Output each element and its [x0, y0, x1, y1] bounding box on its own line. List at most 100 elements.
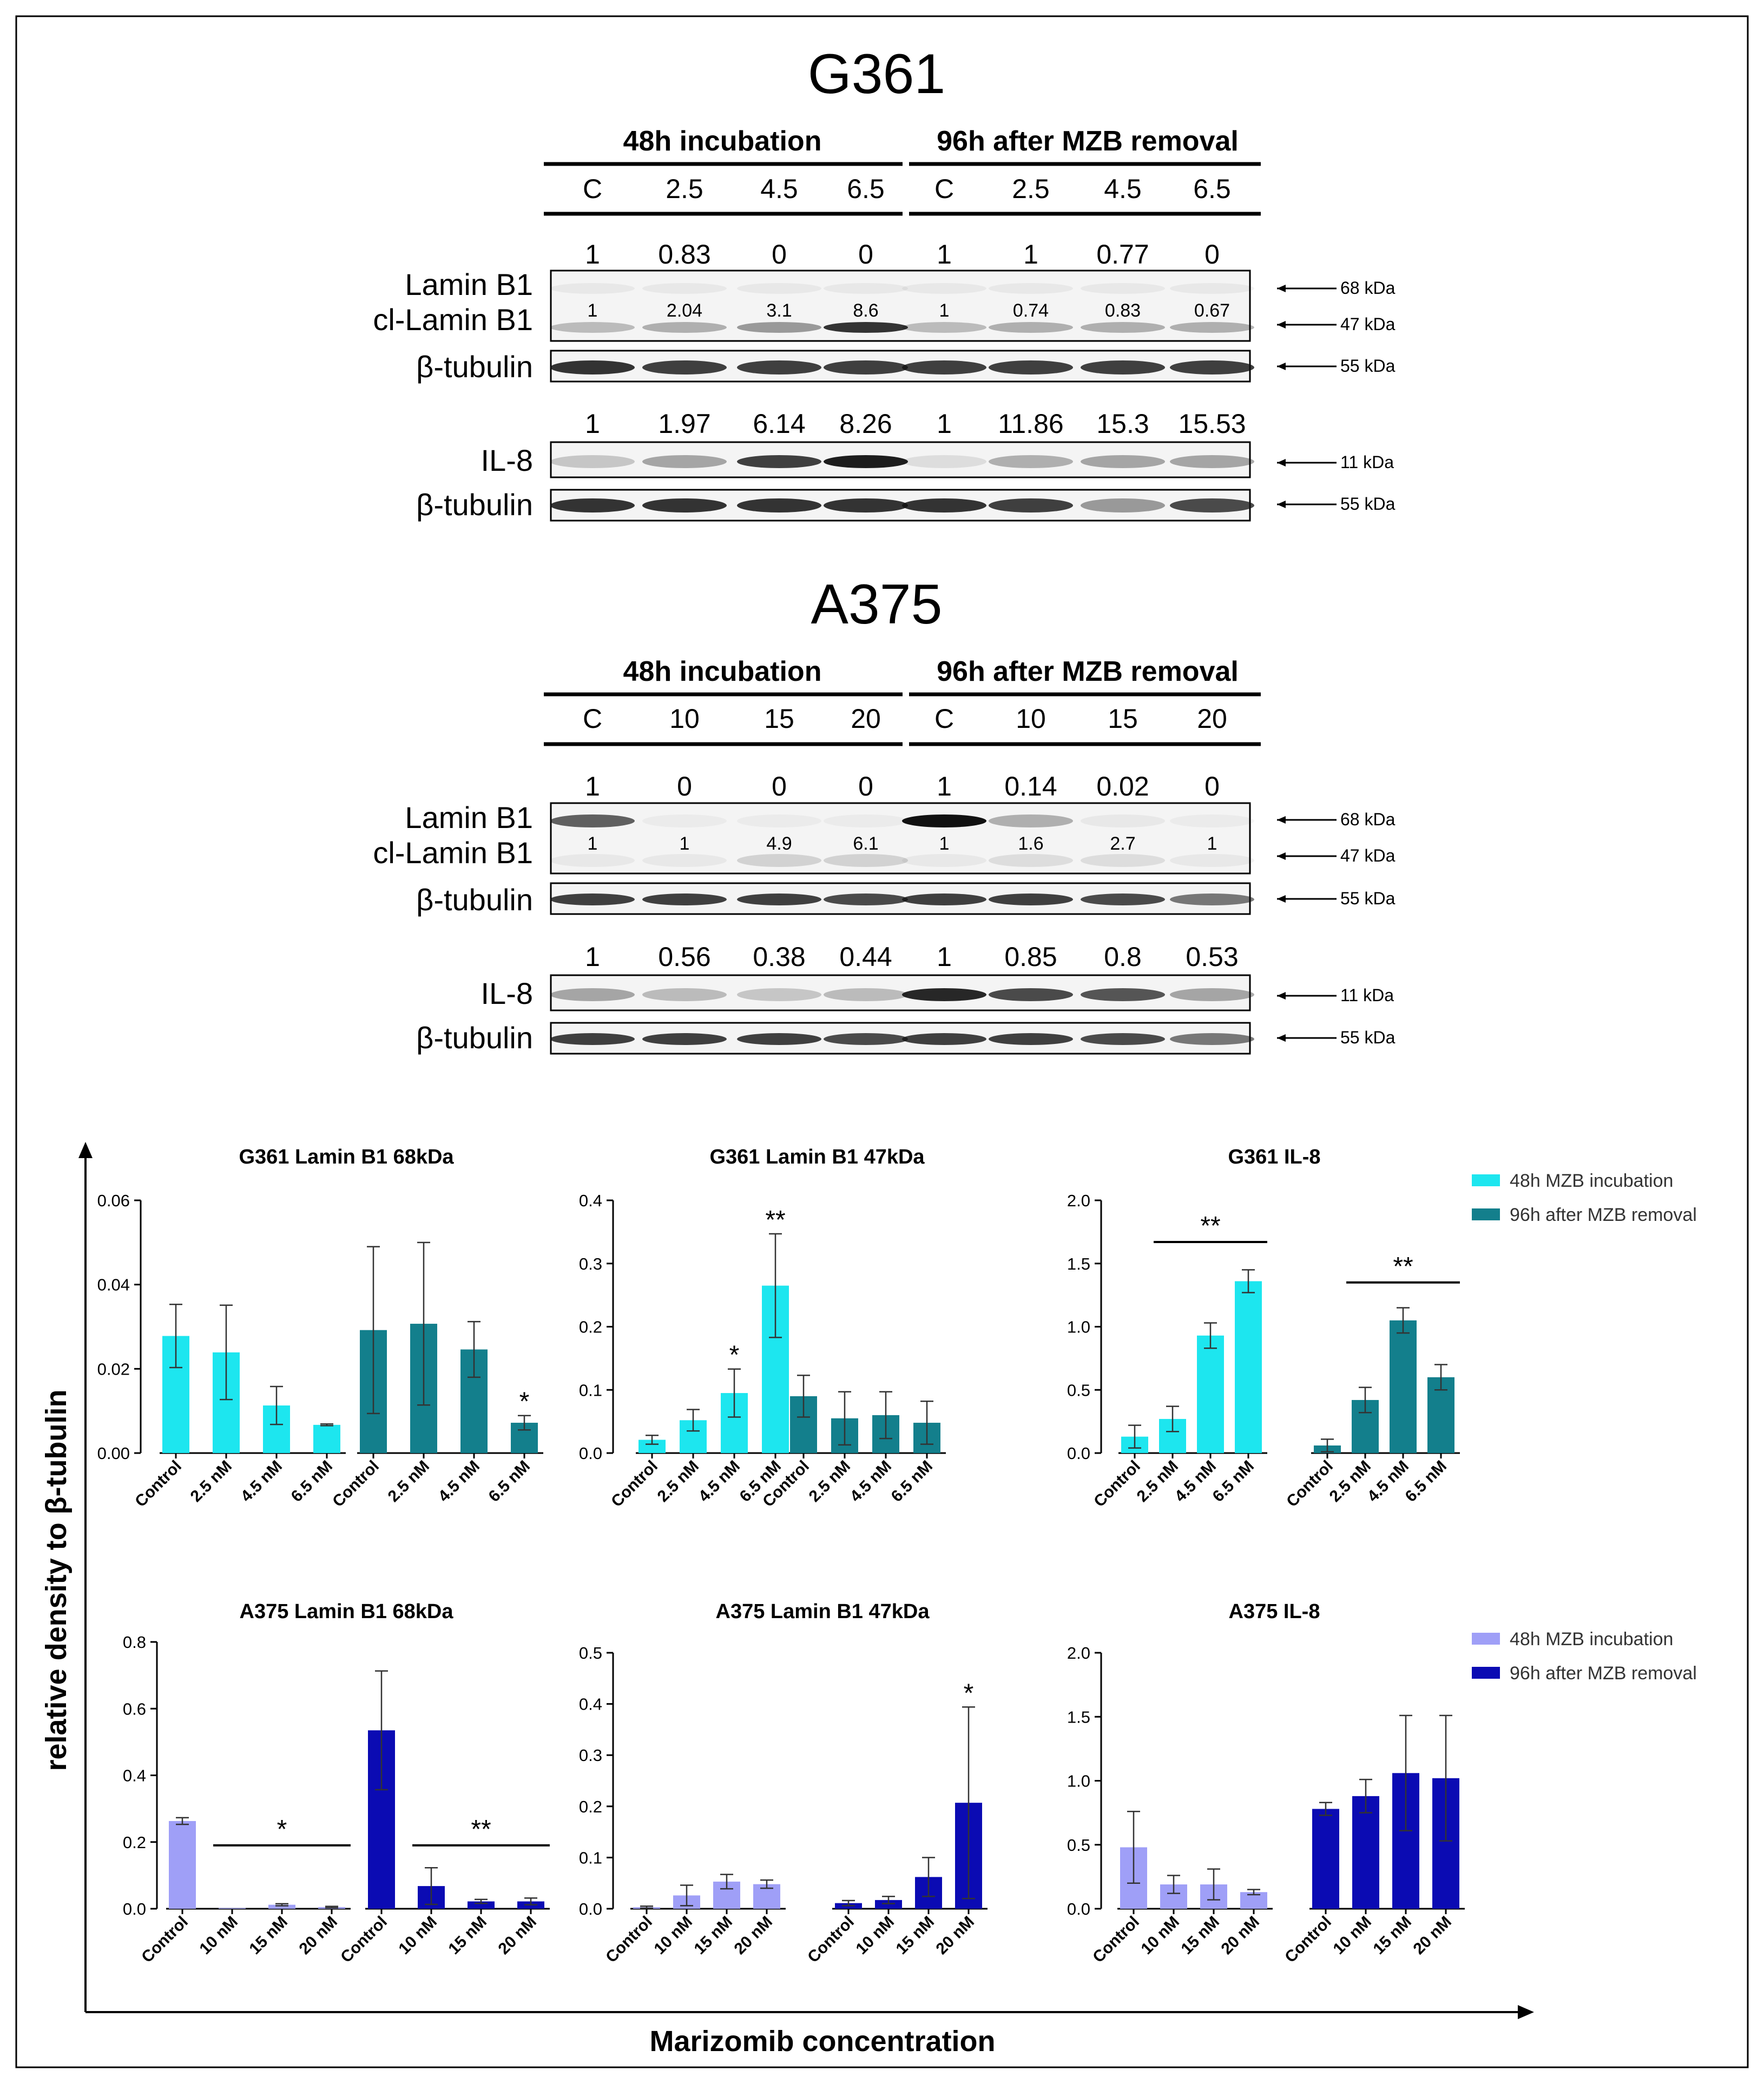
g361-marker-55b: 55 kDa — [1340, 494, 1396, 514]
g361-lamin_band_68-band-7 — [1170, 283, 1254, 294]
chart-0-ytick-label-1: 0.02 — [97, 1359, 130, 1378]
chart-4-bar-s1-1 — [875, 1900, 902, 1909]
a375-il8_band-band-5 — [989, 988, 1073, 1001]
a375-blot-panel: A375 48h incubation 96h after MZB remova… — [373, 573, 1395, 1055]
g361-lamin_band_47-band-0 — [550, 322, 635, 333]
chart-2-sigline-label-1: ** — [1393, 1252, 1413, 1281]
a375-inner-value-1: 1 — [680, 833, 690, 854]
chart-4-ytick-label-4: 0.4 — [579, 1695, 602, 1714]
g361-lamin_band_68-band-5 — [989, 283, 1073, 294]
a375-markers: 68 kDa 47 kDa 55 kDa 11 kDa 55 kDa — [1277, 810, 1396, 1047]
chart-2-sigline-label-0: ** — [1200, 1212, 1220, 1240]
a375-lanes-2: 15 — [764, 704, 794, 734]
a375-lamin_band_47-band-3 — [824, 854, 908, 867]
g361-lamin_band_47-band-7 — [1170, 322, 1254, 333]
g361-tubulin2_band-band-1 — [642, 498, 727, 512]
a375-lamin_band_47-band-0 — [550, 854, 635, 867]
g361-il8_values-0: 1 — [585, 409, 600, 439]
legend-g361-swatch-48h — [1472, 1174, 1500, 1186]
a375-marker-55b: 55 kDa — [1340, 1028, 1396, 1047]
a375-tubulin1_band-band-7 — [1170, 893, 1254, 905]
a375-group-48h: 48h incubation — [623, 656, 822, 687]
a375-tubulin1_band-band-3 — [824, 893, 908, 905]
g361-inner-value-5: 0.74 — [1013, 300, 1049, 321]
g361-lamin_top_values-4: 1 — [937, 239, 952, 270]
a375-tubulin2_band-band-6 — [1081, 1033, 1165, 1045]
chart-3-sigline-label-0: * — [277, 1815, 287, 1844]
g361-tubulin2_band-band-5 — [989, 498, 1073, 512]
g361-lane-labels: C 2.5 4.5 6.5 C 2.5 4.5 6.5 — [583, 174, 1231, 204]
chart-4-ytick-label-2: 0.2 — [579, 1797, 602, 1816]
a375-lanes-0: C — [583, 704, 602, 734]
g361-il8_values-4: 1 — [937, 409, 952, 439]
g361-tubulin-label-2: β-tubulin — [416, 488, 533, 522]
a375-il8_band-band-7 — [1170, 988, 1254, 1001]
a375-il8_values-7: 0.53 — [1186, 942, 1238, 972]
chart-3-ytick-label-2: 0.4 — [123, 1766, 146, 1785]
g361-lamin_top_values-1: 0.83 — [658, 239, 710, 270]
chart-3-ytick-label-3: 0.6 — [123, 1699, 146, 1718]
chart-2-ytick-label-2: 1.0 — [1067, 1318, 1090, 1337]
a375-il8_values-3: 0.44 — [839, 942, 892, 972]
a375-lamin_band_68-band-1 — [642, 814, 727, 827]
a375-il8-quant-row: 1 0.56 0.38 0.44 1 0.85 0.8 0.53 — [585, 942, 1239, 972]
chart-3-ytick-label-0: 0.0 — [123, 1900, 146, 1918]
g361-lamin_band_68-band-3 — [824, 283, 908, 294]
a375-lamin-blot: 1 1 4.9 6.1 1 1.6 2.7 1 — [550, 802, 1254, 875]
a375-lanes-4: C — [934, 704, 954, 734]
a375-lanes-1: 10 — [669, 704, 700, 734]
a375-lamin_band_47-band-6 — [1081, 854, 1165, 867]
chart-3-bar-s1-2 — [468, 1901, 495, 1909]
g361-il8_band-band-6 — [1081, 455, 1165, 468]
chart-4-title: A375 Lamin B1 47kDa — [716, 1600, 930, 1623]
g361-lamin_band_68-band-4 — [902, 283, 986, 294]
a375-lamin_band_47-band-1 — [642, 854, 727, 867]
g361-inner-value-7: 0.67 — [1194, 300, 1230, 321]
g361-il8_values-5: 11.86 — [998, 409, 1063, 439]
g361-lamin_top_values-6: 0.77 — [1096, 239, 1149, 270]
a375-il8_band-band-2 — [737, 988, 821, 1001]
chart-5-ytick-label-0: 0.0 — [1067, 1900, 1090, 1918]
a375-lamin_band_47-band-5 — [989, 854, 1073, 867]
g361-inner-value-1: 2.04 — [667, 300, 702, 321]
g361-tubulin1_band-band-6 — [1081, 360, 1165, 374]
g361-lamin_top_values-2: 0 — [772, 239, 787, 270]
chart-1-ytick-label-0: 0.0 — [579, 1444, 602, 1463]
a375-marker-47: 47 kDa — [1340, 846, 1396, 865]
a375-il8_values-2: 0.38 — [753, 942, 805, 972]
g361-tubulin-blot-2 — [550, 489, 1254, 522]
a375-lamin_band_68-band-5 — [989, 814, 1073, 827]
chart-5-ytick-label-3: 1.5 — [1067, 1707, 1090, 1726]
g361-lamin_band_47-band-6 — [1081, 322, 1165, 333]
a375-tubulin-label-1: β-tubulin — [416, 883, 533, 917]
a375-lamin-box-frame — [550, 802, 1251, 875]
a375-il8_values-6: 0.8 — [1104, 942, 1142, 972]
a375-marker-55a: 55 kDa — [1340, 889, 1396, 908]
x-axis-arrow-head — [1518, 2005, 1534, 2019]
g361-lanes-4: C — [934, 174, 954, 204]
g361-lamin_band_47-band-3 — [824, 322, 908, 333]
a375-lamin-quant-row: 1 0 0 0 1 0.14 0.02 0 — [585, 771, 1220, 801]
g361-lamin_top_values-5: 1 — [1023, 239, 1038, 270]
g361-il8_band-band-2 — [737, 455, 821, 468]
a375-blot-title: A375 — [811, 573, 943, 636]
g361-inner-value-0: 1 — [588, 300, 598, 321]
a375-lanes-3: 20 — [851, 704, 881, 734]
a375-inner-value-4: 1 — [939, 833, 950, 854]
a375-tubulin1_band-band-0 — [550, 893, 635, 905]
a375-tubulin2_band-band-2 — [737, 1033, 821, 1045]
g361-tubulin1_band-band-5 — [989, 360, 1073, 374]
g361-il8_band-band-7 — [1170, 455, 1254, 468]
g361-lamin_band_47-band-5 — [989, 322, 1073, 333]
g361-inner-value-2: 3.1 — [766, 300, 792, 321]
g361-marker-11: 11 kDa — [1340, 452, 1394, 472]
a375-tubulin1_band-band-6 — [1081, 893, 1165, 905]
a375-lamin_top_values-0: 1 — [585, 771, 600, 801]
g361-il8_values-2: 6.14 — [753, 409, 805, 439]
g361-marker-47: 47 kDa — [1340, 314, 1396, 334]
g361-lanes-5: 2.5 — [1012, 174, 1050, 204]
a375-il8_band-band-3 — [824, 988, 908, 1001]
g361-inner-value-4: 1 — [939, 300, 950, 321]
g361-lamin_top_values-7: 0 — [1204, 239, 1220, 270]
